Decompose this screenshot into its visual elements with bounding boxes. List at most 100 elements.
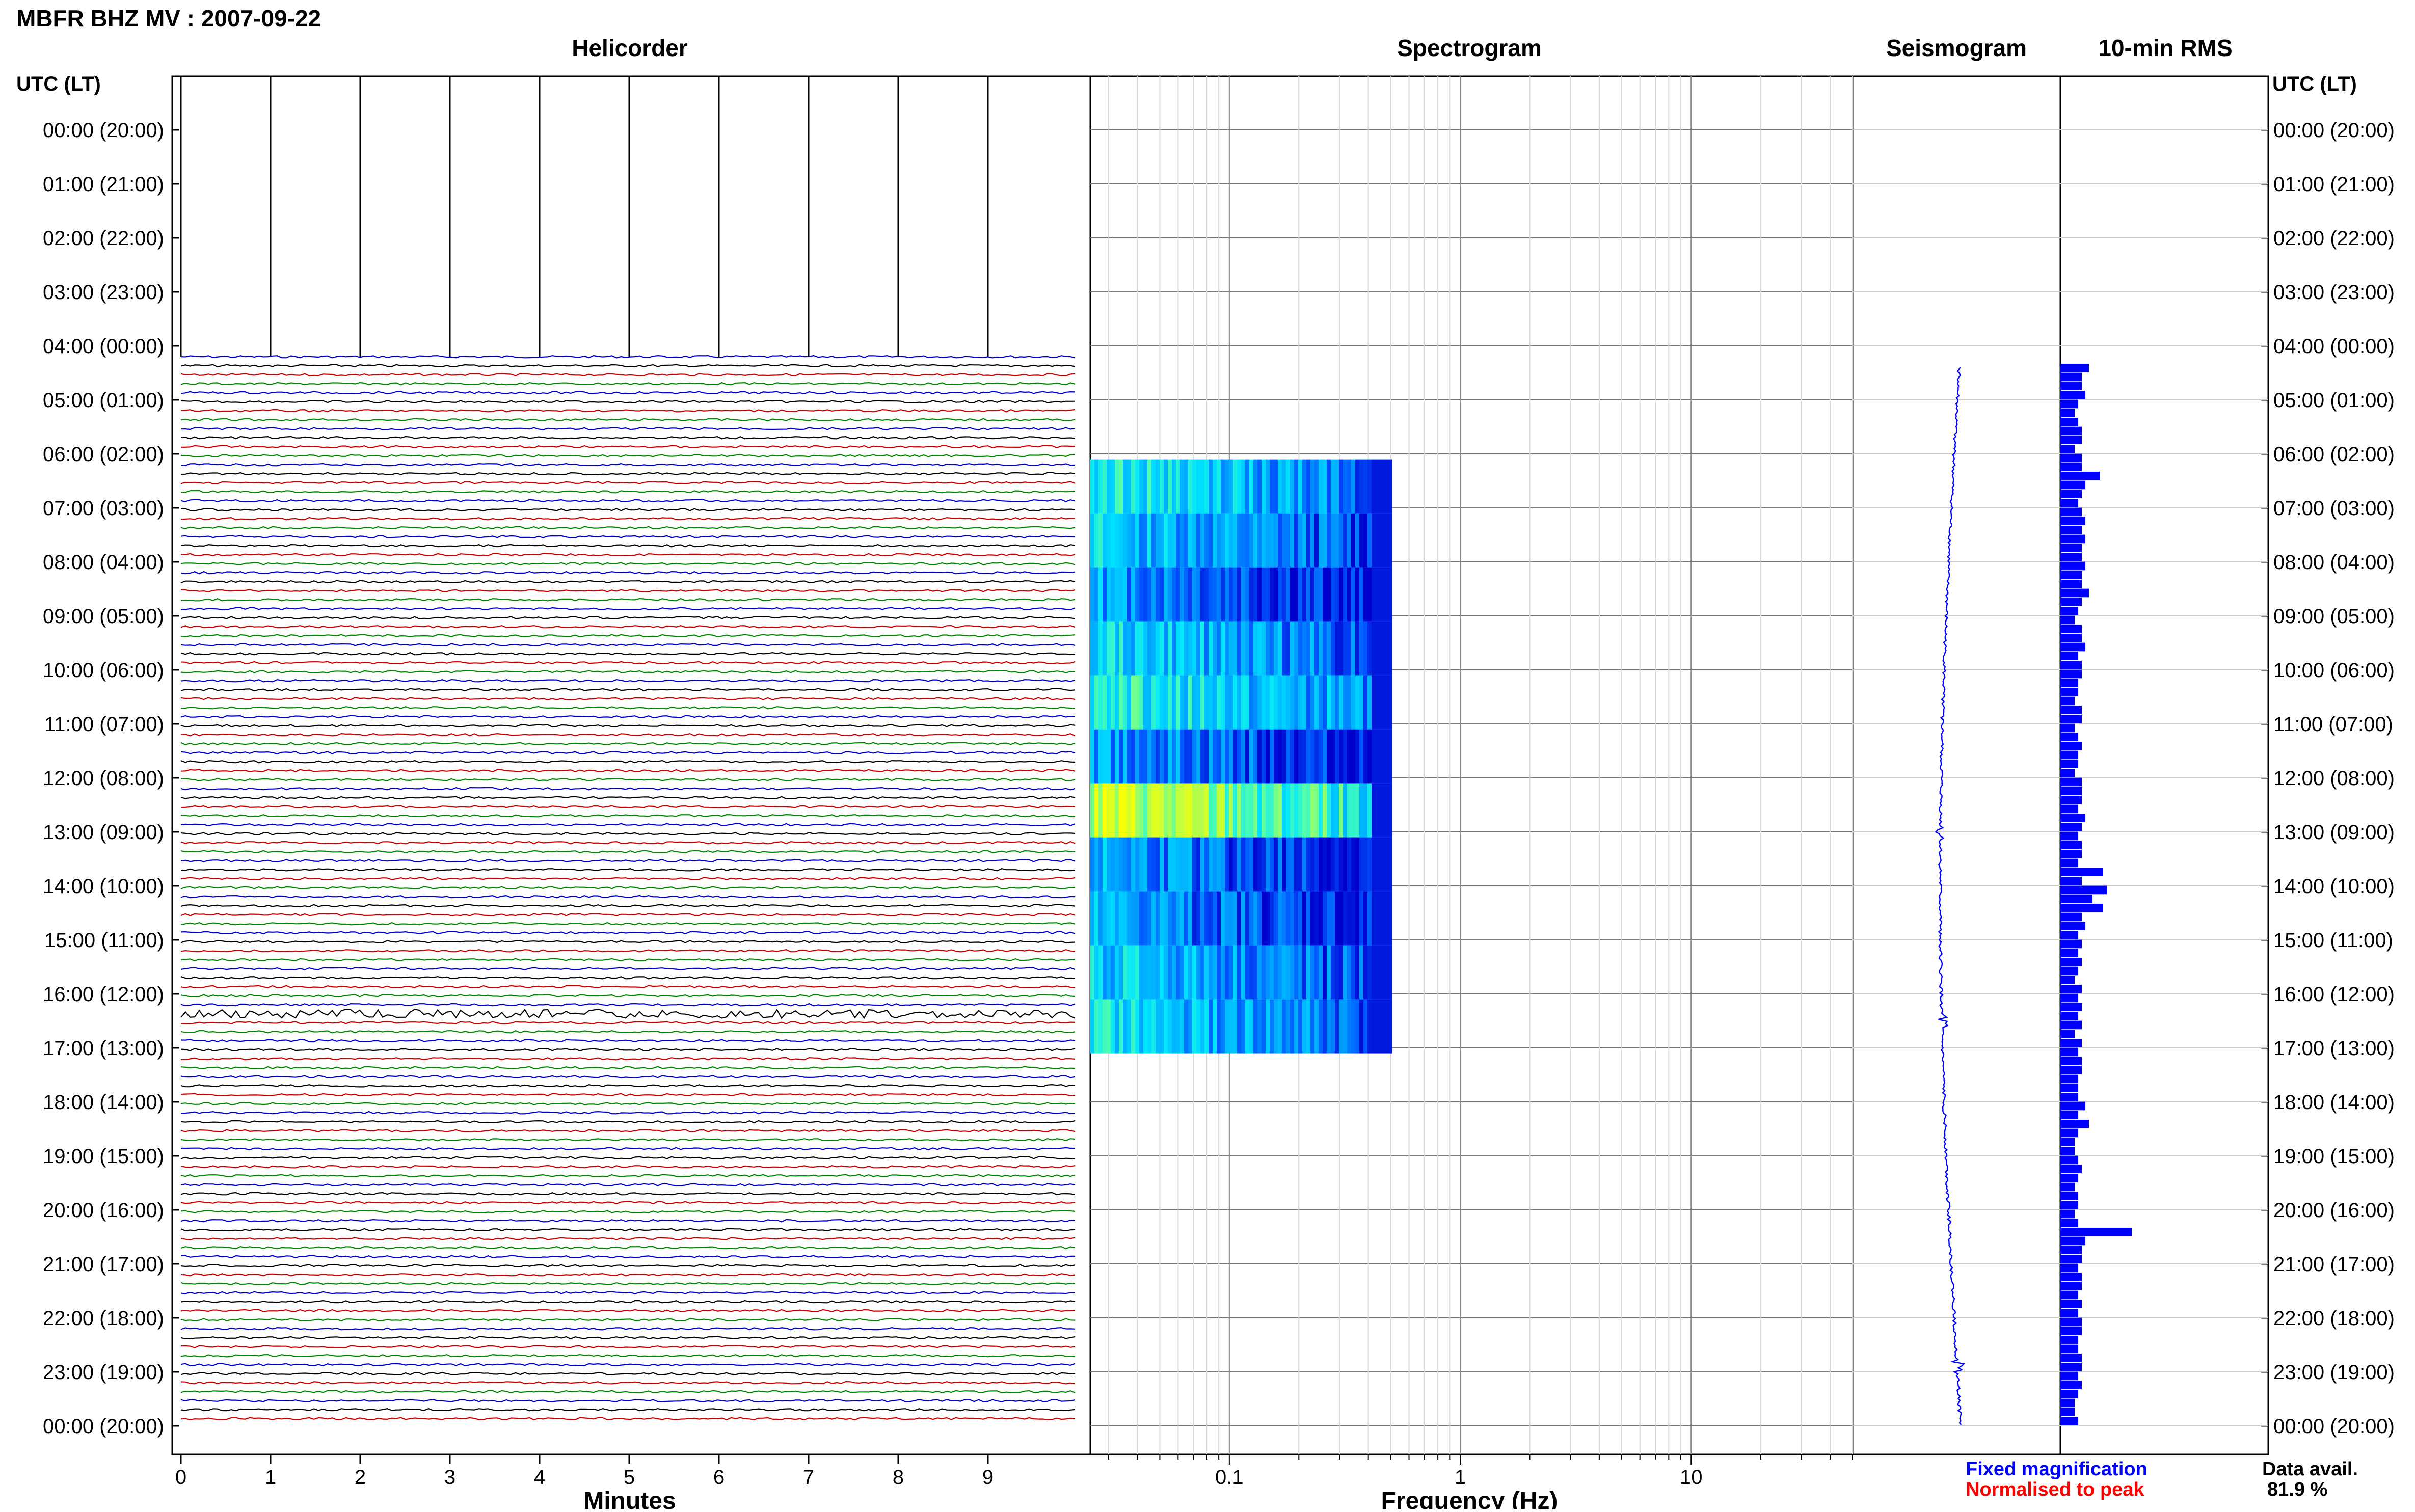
spectrogram-column <box>1257 567 1262 622</box>
spectrogram-column <box>1094 459 1099 514</box>
spectrogram-column <box>1306 837 1311 892</box>
spectrogram-column <box>1103 999 1107 1054</box>
spectrogram-column <box>1363 891 1368 946</box>
spectrogram-column <box>1359 945 1364 1000</box>
helicorder-trace <box>180 958 1076 962</box>
spectrogram-column <box>1298 513 1303 568</box>
spectrogram-column <box>1367 783 1372 838</box>
time-label-left: 18:00 (14:00) <box>43 1091 164 1114</box>
helicorder-trace <box>180 1309 1076 1313</box>
spectrogram-column <box>1388 459 1392 514</box>
spectrogram-column <box>1363 837 1368 892</box>
spectrogram-column <box>1253 675 1258 730</box>
spectrogram-column <box>1363 513 1368 568</box>
time-label-right: 14:00 (10:00) <box>2273 875 2395 898</box>
rms-bar <box>2060 1354 2082 1362</box>
helicorder-trace <box>180 904 1076 908</box>
spectrogram-column <box>1180 513 1185 568</box>
spectrogram-column <box>1180 891 1185 946</box>
spectrogram-column <box>1221 729 1225 784</box>
rms-bar <box>2060 426 2082 436</box>
helicorder-trace <box>180 661 1076 665</box>
spectrogram-column <box>1376 729 1380 784</box>
spectrogram-column <box>1249 513 1254 568</box>
spectrogram-column <box>1229 675 1233 730</box>
spectrogram-column <box>1229 945 1233 1000</box>
spectrogram-column <box>1306 891 1311 946</box>
spectrogram-column <box>1156 999 1160 1054</box>
spectrogram-column <box>1286 459 1291 514</box>
spectrogram-column <box>1090 459 1095 514</box>
spectrogram-column <box>1119 891 1123 946</box>
spectrogram-column <box>1233 513 1238 568</box>
spectrogram-image <box>1090 459 1392 1054</box>
spectrogram-column <box>1355 675 1360 730</box>
spectrogram-column <box>1192 945 1197 1000</box>
spectrogram-column <box>1164 783 1168 838</box>
rms-bar <box>2060 471 2100 480</box>
rms-bar <box>2060 858 2078 868</box>
rms-bar <box>2060 760 2078 768</box>
spectrogram-column <box>1331 999 1335 1054</box>
spectrogram-column <box>1331 945 1335 1000</box>
rms-bar <box>2060 849 2082 858</box>
minute-tick-label: 2 <box>355 1466 366 1489</box>
spectrogram-column <box>1376 837 1380 892</box>
spectrogram-column <box>1278 513 1282 568</box>
spectrogram-column <box>1266 945 1270 1000</box>
rms-bar <box>2060 1192 2078 1200</box>
time-label-left: 16:00 (12:00) <box>43 983 164 1006</box>
spectrogram-column <box>1103 783 1107 838</box>
spectrogram-column <box>1115 945 1119 1000</box>
spectrogram-column <box>1098 675 1103 730</box>
spectrogram-column <box>1184 837 1189 892</box>
spectrogram-column <box>1355 513 1360 568</box>
helicorder-trace <box>180 778 1076 781</box>
spectrogram-column <box>1253 945 1258 1000</box>
spectrogram-column <box>1286 513 1291 568</box>
spectrogram-column <box>1135 837 1140 892</box>
spectrogram-column <box>1217 837 1221 892</box>
spectrogram-column <box>1262 513 1266 568</box>
spectrogram-column <box>1270 945 1274 1000</box>
spectrogram-column <box>1298 783 1303 838</box>
spectrogram-column <box>1257 675 1262 730</box>
rms-bar <box>2060 966 2078 976</box>
spectrogram-column <box>1151 675 1156 730</box>
time-label-right: 16:00 (12:00) <box>2273 983 2395 1006</box>
spectrogram-column <box>1294 783 1299 838</box>
spectrogram-column <box>1172 999 1176 1054</box>
spectrogram-column <box>1209 837 1213 892</box>
spectrogram-column <box>1139 567 1144 622</box>
spectrogram-column <box>1094 513 1099 568</box>
rms-bar <box>2060 841 2082 849</box>
spectrogram-column <box>1094 621 1099 676</box>
spectrogram-column <box>1135 513 1140 568</box>
spectrogram-column <box>1107 513 1111 568</box>
spectrogram-column <box>1266 999 1270 1054</box>
helicorder-trace <box>180 1102 1076 1105</box>
spectrogram-column <box>1213 837 1217 892</box>
rms-bar <box>2060 1246 2082 1254</box>
spectrogram-column <box>1331 621 1335 676</box>
spectrogram-column <box>1314 675 1319 730</box>
spectrogram-column <box>1098 513 1103 568</box>
rms-bar <box>2060 1281 2082 1290</box>
spectrogram-column <box>1135 999 1140 1054</box>
helicorder-trace <box>180 1165 1076 1169</box>
rms-bar <box>2060 1416 2078 1425</box>
spectrogram-column <box>1172 891 1176 946</box>
spectrogram-column <box>1135 783 1140 838</box>
spectrogram-column <box>1266 567 1270 622</box>
spectrogram-column <box>1196 513 1201 568</box>
spectrogram-column <box>1233 837 1238 892</box>
spectrogram-column <box>1200 729 1205 784</box>
spectrogram-column <box>1168 675 1172 730</box>
spectrogram-column <box>1314 459 1319 514</box>
spectrogram-column <box>1156 567 1160 622</box>
spectrogram-column <box>1131 783 1136 838</box>
spectrogram-column <box>1355 783 1360 838</box>
spectrogram-column <box>1298 567 1303 622</box>
spectrogram-column <box>1266 891 1270 946</box>
spectrogram-column <box>1180 729 1185 784</box>
